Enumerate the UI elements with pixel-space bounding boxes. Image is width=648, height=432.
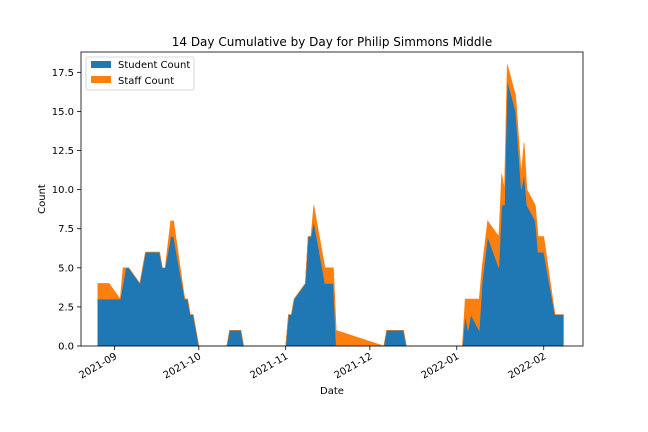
x-tick-label: 2021-11 — [249, 351, 291, 381]
y-tick-label: 5.0 — [58, 263, 74, 274]
y-axis-label: Count — [37, 184, 48, 214]
y-tick-label: 7.5 — [58, 224, 74, 235]
x-tick-label: 2022-02 — [507, 351, 549, 381]
series-layer — [97, 64, 564, 347]
area-student-count — [97, 80, 564, 347]
chart-title: 14 Day Cumulative by Day for Philip Simm… — [172, 35, 493, 49]
y-axis: 0.0 2.5 5.0 7.5 10.0 12.5 15.0 17.5 — [52, 68, 81, 353]
y-tick-label: 15.0 — [52, 107, 74, 118]
y-tick-label: 17.5 — [52, 68, 74, 79]
plot-area — [80, 51, 584, 347]
legend-box — [85, 56, 195, 91]
x-tick-label: 2021-09 — [77, 351, 119, 381]
y-tick-label: 2.5 — [58, 302, 74, 313]
legend-swatch-student — [91, 61, 111, 68]
x-tick-label: 2021-12 — [333, 351, 375, 381]
legend-label-student: Student Count — [118, 60, 190, 71]
x-tick-label: 2022-01 — [420, 351, 462, 381]
x-tick-label: 2021-10 — [162, 351, 204, 381]
plot-frame — [80, 51, 584, 347]
legend-label-staff: Staff Count — [118, 76, 174, 87]
legend: Student Count Staff Count — [85, 56, 195, 91]
x-axis-label: Date — [320, 386, 344, 397]
y-tick-label: 12.5 — [52, 146, 74, 157]
y-tick-label: 0.0 — [58, 342, 74, 353]
legend-swatch-staff — [91, 76, 111, 83]
y-tick-label: 10.0 — [52, 185, 74, 196]
x-axis: 2021-09 2021-10 2021-11 2021-12 2022-01 2022-… — [77, 346, 548, 381]
